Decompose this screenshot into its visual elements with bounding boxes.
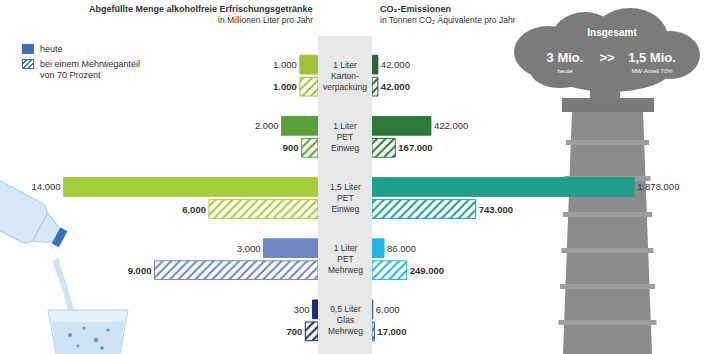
svg-text:Insgesamt: Insgesamt — [587, 27, 637, 38]
svg-text:6.000: 6.000 — [376, 304, 400, 315]
svg-text:1.000: 1.000 — [273, 59, 297, 70]
html-text:bei einem Mehrweganteil von 70: bei einem Mehrweganteil von 70 Prozent — [40, 59, 141, 80]
svg-text:in Millionen Liter pro Jahr: in Millionen Liter pro Jahr — [218, 15, 313, 25]
svg-text:3 Mio.: 3 Mio. — [547, 50, 584, 65]
svg-text:900: 900 — [283, 142, 299, 153]
html-text:heute: heute — [40, 44, 63, 54]
svg-text:3.000: 3.000 — [237, 243, 261, 254]
svg-text:42.000: 42.000 — [381, 81, 410, 92]
svg-text:700: 700 — [286, 326, 302, 337]
svg-text:>>: >> — [599, 50, 615, 65]
svg-text:1.878.000: 1.878.000 — [637, 181, 679, 192]
svg-text:300: 300 — [294, 304, 310, 315]
svg-text:1 LiterKarton-verpackung: 1 LiterKarton-verpackung — [323, 60, 367, 92]
svg-text:14.000: 14.000 — [32, 181, 61, 192]
svg-text:1 LiterPETMehrweg: 1 LiterPETMehrweg — [328, 243, 363, 275]
svg-text:42.000: 42.000 — [381, 59, 410, 70]
svg-text:86.000: 86.000 — [387, 243, 416, 254]
svg-text:743.000: 743.000 — [479, 204, 513, 215]
svg-text:1,5 LiterPETEinweg: 1,5 LiterPETEinweg — [330, 182, 361, 214]
svg-text:9.000: 9.000 — [128, 265, 152, 276]
svg-text:1.000: 1.000 — [273, 81, 297, 92]
svg-text:Abgefüllte Menge alkoholfreie: Abgefüllte Menge alkoholfreie Erfrischun… — [89, 4, 313, 14]
svg-text:249.000: 249.000 — [410, 265, 444, 276]
svg-text:422.000: 422.000 — [434, 120, 468, 131]
svg-text:0,5 LiterGlasMehrweg: 0,5 LiterGlasMehrweg — [328, 304, 363, 336]
svg-text:6.000: 6.000 — [182, 204, 206, 215]
svg-text:CO₂-Emissionen: CO₂-Emissionen — [380, 4, 451, 14]
svg-text:2.000: 2.000 — [255, 120, 279, 131]
svg-text:17.000: 17.000 — [377, 326, 406, 337]
svg-text:1 LiterPETEinweg: 1 LiterPETEinweg — [331, 121, 359, 153]
svg-text:1,5 Mio.: 1,5 Mio. — [628, 50, 676, 65]
svg-text:MW-Anteil 70%: MW-Anteil 70% — [631, 68, 673, 74]
svg-text:heute: heute — [557, 68, 573, 74]
svg-text:167.000: 167.000 — [398, 142, 432, 153]
svg-text:in Tonnen CO₂ Äquivalente pro: in Tonnen CO₂ Äquivalente pro Jahr — [380, 15, 516, 25]
